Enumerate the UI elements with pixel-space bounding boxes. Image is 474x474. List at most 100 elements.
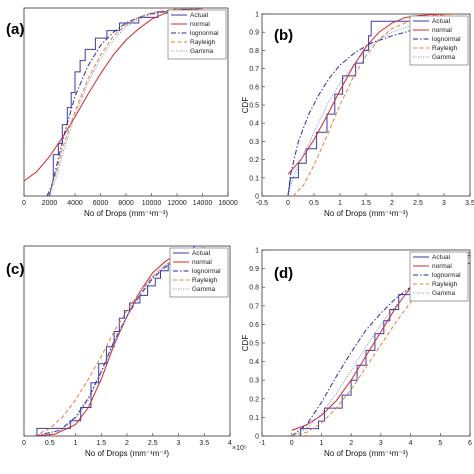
series-line-lognormal: [291, 262, 470, 436]
legend-entry: Actual: [432, 254, 451, 261]
y-axis-label: CDF: [241, 97, 250, 114]
legend-entry: lognormal: [192, 268, 221, 275]
y-tick-label: 0.1: [249, 175, 259, 182]
legend-entry: Rayleigh: [192, 277, 218, 284]
x-tick-label: 3: [442, 200, 446, 207]
x-tick-label: 2000: [42, 200, 58, 207]
x-tick-label: 3.5: [465, 200, 474, 207]
x-tick-label: 4: [228, 440, 232, 447]
x-tick-label: 2: [349, 440, 353, 447]
y-tick-label: 0.5: [249, 103, 259, 110]
panel-label: (b): [274, 27, 293, 44]
x-tick-label: 2.5: [148, 440, 158, 447]
x-tick-label: 6: [468, 440, 472, 447]
x-axis-label: No of Drops (mm⁻¹m⁻³): [84, 209, 168, 218]
legend-entry: lognormal: [432, 272, 461, 279]
legend-entry: Rayleigh: [190, 39, 216, 46]
legend-entry: Actual: [192, 250, 211, 257]
x-tick-label: 2.5: [413, 200, 423, 207]
series-line-rayleigh: [291, 256, 470, 436]
series-line-gamma: [34, 249, 205, 436]
y-tick-label: 0.9: [249, 266, 259, 273]
x-tick-label: 3: [177, 440, 181, 447]
legend: Actual normal lognormal Rayleigh Gamma: [409, 15, 469, 66]
y-tick-label: 0.3: [249, 139, 259, 146]
x-tick-label: 8000: [118, 200, 134, 207]
x-exponent-label: ×10⁵: [232, 445, 247, 452]
x-tick-label: 12000: [167, 200, 187, 207]
series-line-actual: [36, 246, 205, 436]
legend-entry: Actual: [432, 18, 451, 25]
x-tick-label: 2: [390, 200, 394, 207]
y-tick-label: 0: [255, 434, 259, 441]
panel-b: -0.5 0 0.5 1 1.5 2 2.5 3 3.500.10.20.30.40.50.60…: [241, 12, 474, 219]
legend: Actual normal lognormal Rayleigh Gamma: [169, 247, 229, 298]
x-tick-label: 1.5: [96, 440, 106, 447]
legend-entry: normal: [432, 27, 452, 34]
x-tick-label: 3: [379, 440, 383, 447]
legend-entry: lognormal: [190, 30, 219, 37]
y-tick-label: 0.2: [249, 157, 259, 164]
legend-entry: Rayleigh: [432, 45, 458, 52]
x-tick-label: 3.5: [199, 440, 209, 447]
series-line-rayleigh: [34, 249, 205, 436]
y-tick-label: 0.8: [249, 285, 259, 292]
series-line-actual: [287, 14, 455, 196]
y-tick-label: 0.4: [249, 121, 259, 128]
panel-label: (a): [6, 21, 24, 38]
x-axis-label: No of Drops (mm⁻¹m⁻³): [324, 209, 408, 218]
series-line-lognormal: [46, 8, 203, 196]
y-axis-label: CDF: [241, 335, 250, 352]
x-tick-label: 0.5: [45, 440, 55, 447]
y-tick-label: 0.7: [249, 303, 259, 310]
y-tick-label: 0.7: [249, 66, 259, 73]
x-tick-label: 2: [125, 440, 129, 447]
series-line-rayleigh: [47, 8, 203, 196]
legend-entry: Gamma: [190, 48, 214, 55]
series-line-lognormal: [287, 22, 455, 196]
x-tick-label: 1: [319, 440, 323, 447]
panel-label: (c): [6, 261, 24, 278]
y-tick-label: 0.6: [249, 322, 259, 329]
x-tick-label: 4000: [67, 200, 83, 207]
y-tick-label: 1: [255, 12, 259, 19]
x-tick-label: 6000: [93, 200, 109, 207]
legend-entry: Rayleigh: [432, 281, 458, 288]
x-tick-label: 10000: [142, 200, 162, 207]
y-tick-label: 0.8: [249, 48, 259, 55]
y-tick-label: 0.5: [249, 341, 259, 348]
x-tick-label: 0: [290, 440, 294, 447]
y-tick-label: 0.1: [249, 415, 259, 422]
x-tick-label: 1: [338, 200, 342, 207]
x-tick-label: 16000: [218, 200, 238, 207]
legend: Actual normal lognormal Rayleigh Gamma: [409, 251, 469, 302]
y-tick-label: 0.3: [249, 378, 259, 385]
x-tick-label: 14000: [193, 200, 213, 207]
legend-entry: normal: [192, 259, 212, 266]
x-tick-label: 4: [409, 440, 413, 447]
legend-entry: Actual: [190, 12, 209, 19]
y-tick-label: 0.2: [249, 396, 259, 403]
x-axis-label: No of Drops (mm⁻¹m⁻³): [85, 449, 169, 458]
x-tick-label: 0: [286, 200, 290, 207]
y-tick-label: 1: [255, 248, 259, 255]
panel-c: 0 0.5 1 1.5 2 2.5 3 3.5 4 No of Drops (mm⁻¹m⁻³) ×1…: [6, 245, 247, 458]
legend-entry: Gamma: [432, 54, 456, 61]
panel-d: -1 0 1 2 3 4 5 600.10.20.30.40.50.60.70.80.91No…: [241, 248, 472, 459]
x-tick-label: 0: [22, 440, 26, 447]
legend: Actual normal lognormal Rayleigh Gamma: [167, 9, 227, 60]
x-tick-label: 1: [74, 440, 78, 447]
legend-entry: normal: [190, 21, 210, 28]
x-axis-label: No of Drops (mm⁻¹m⁻³): [324, 449, 408, 458]
x-tick-label: 0.5: [309, 200, 319, 207]
legend-entry: Gamma: [192, 286, 216, 293]
legend-entry: Gamma: [432, 290, 456, 297]
x-tick-label: -0.5: [256, 200, 268, 207]
legend-entry: lognormal: [432, 36, 461, 43]
y-tick-label: 0.9: [249, 30, 259, 37]
x-tick-label: 5: [438, 440, 442, 447]
legend-entry: normal: [432, 263, 452, 270]
panel-a: 0 2000 4000 6000 8000 10000 12000 14000 16000 No …: [6, 7, 238, 218]
x-tick-label: 1.5: [361, 200, 371, 207]
y-tick-label: 0.6: [249, 84, 259, 91]
